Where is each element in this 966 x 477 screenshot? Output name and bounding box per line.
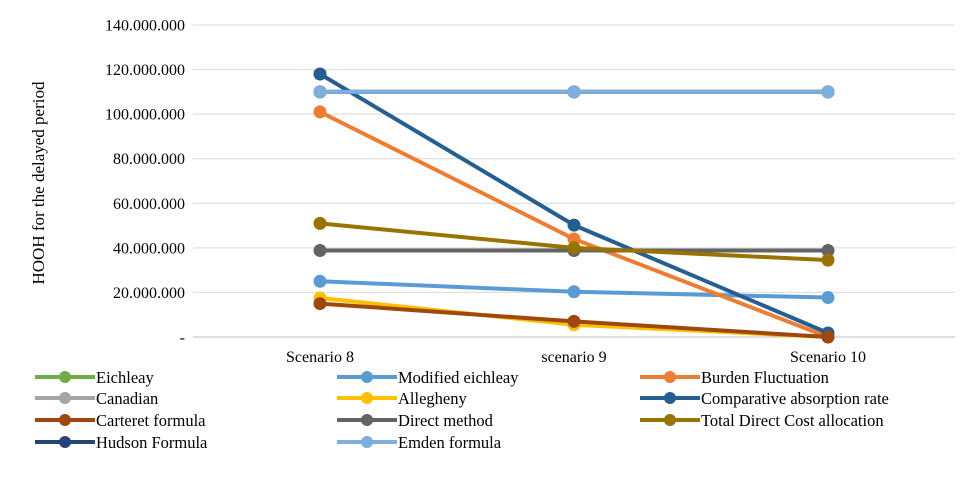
legend-item: Carteret formula (35, 411, 206, 430)
data-point (313, 67, 327, 81)
legend-item: Modified eichleay (337, 368, 519, 387)
data-point (313, 105, 327, 119)
data-point (313, 85, 327, 99)
legend-label: Burden Fluctuation (701, 368, 829, 387)
x-category-label: scenario 9 (541, 349, 606, 366)
y-tick-label: - (180, 330, 185, 347)
legend-marker (59, 436, 71, 448)
legend-item: Eichleay (35, 368, 154, 387)
legend-label: Allegheny (398, 389, 467, 408)
data-point (821, 244, 835, 258)
series-carteret-formula (313, 297, 835, 344)
x-category-labels: Scenario 8 scenario 9 Scenario 10 (286, 349, 866, 366)
y-tick-labels: - 20.000.000 40.000.000 60.000.000 80.000.00… (105, 18, 185, 347)
data-point (313, 216, 327, 230)
data-point (821, 85, 835, 99)
y-tick-label: 120.000.000 (105, 62, 185, 79)
data-point (567, 241, 581, 255)
x-category-label: Scenario 8 (286, 349, 354, 366)
y-tick-label: 40.000.000 (113, 240, 185, 257)
legend-item: Comparative absorption rate (640, 389, 889, 408)
series-total-direct-cost-allocation (313, 216, 835, 267)
legend-marker (664, 414, 676, 426)
series-emden-formula (313, 85, 835, 99)
legend-marker (361, 414, 373, 426)
y-tick-label: 80.000.000 (113, 151, 185, 168)
legend-label: Emden formula (398, 433, 502, 452)
legend-marker (361, 392, 373, 404)
y-axis-title: HOOH for the delayed period (29, 81, 48, 284)
legend-label: Eichleay (96, 368, 154, 387)
data-point (567, 314, 581, 328)
data-point (567, 232, 581, 246)
series-modified-eichleay (313, 274, 835, 305)
legend-label: Hudson Formula (96, 433, 208, 452)
y-tick-label: 100.000.000 (105, 107, 185, 124)
legend-item: Total Direct Cost allocation (640, 411, 884, 430)
data-point (313, 274, 327, 288)
legend-item: Direct method (337, 411, 494, 430)
legend-marker (664, 371, 676, 383)
legend-item: Burden Fluctuation (640, 368, 829, 387)
legend-label: Canadian (96, 389, 158, 408)
legend-item: Emden formula (337, 433, 502, 452)
legend-marker (59, 414, 71, 426)
data-point (821, 253, 835, 267)
legend-item: Allegheny (337, 389, 467, 408)
data-point (567, 285, 581, 299)
y-tick-label: 60.000.000 (113, 196, 185, 213)
legend-label: Direct method (398, 411, 494, 430)
legend-marker (59, 371, 71, 383)
legend-label: Carteret formula (96, 411, 206, 430)
legend-label: Comparative absorption rate (701, 389, 889, 408)
data-point (313, 297, 327, 311)
legend-marker (59, 392, 71, 404)
x-category-label: Scenario 10 (790, 349, 866, 366)
y-tick-label: 140.000.000 (105, 18, 185, 35)
data-point (313, 244, 327, 258)
y-tick-label: 20.000.000 (113, 285, 185, 302)
data-point (567, 85, 581, 99)
data-point (567, 218, 581, 232)
data-point (821, 330, 835, 344)
plot-area (313, 67, 835, 344)
legend-label: Total Direct Cost allocation (701, 411, 884, 430)
legend-marker (664, 392, 676, 404)
legend-label: Modified eichleay (398, 368, 519, 387)
legend-item: Canadian (35, 389, 158, 408)
legend-marker (361, 436, 373, 448)
data-point (821, 291, 835, 305)
legend: Eichleay Modified eichleay Burden Fluctuat… (35, 368, 889, 452)
legend-item: Hudson Formula (35, 433, 208, 452)
legend-marker (361, 371, 373, 383)
